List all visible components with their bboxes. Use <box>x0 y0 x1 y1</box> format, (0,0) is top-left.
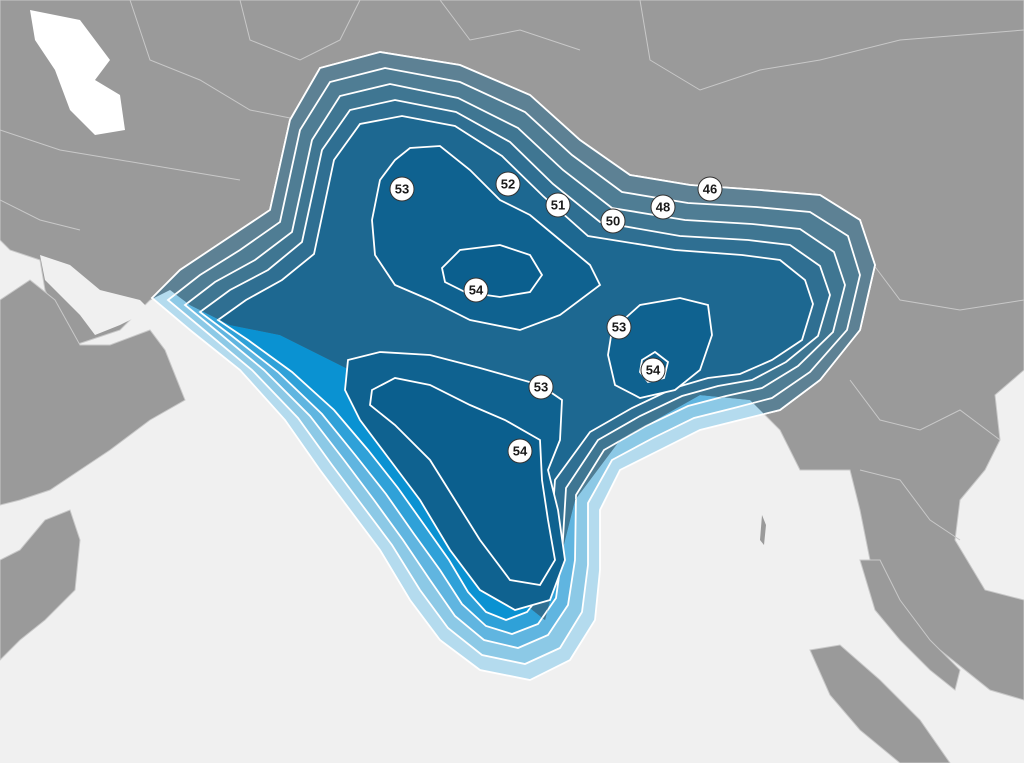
svg-text:54: 54 <box>646 363 661 378</box>
contour-label-50: 50 <box>600 208 626 234</box>
contour-label-51: 51 <box>545 192 571 218</box>
sumatra-island <box>809 644 951 763</box>
coverage-contours <box>150 51 876 681</box>
contour-label-53-north: 53 <box>389 176 415 202</box>
caspian-sea <box>30 10 125 135</box>
contour-54-south <box>369 377 556 586</box>
contour-label-53-east: 53 <box>606 314 632 340</box>
persian-gulf <box>40 255 150 335</box>
contour-label-54-south: 54 <box>507 438 533 464</box>
contour-label-54-north: 54 <box>463 277 489 303</box>
svg-text:52: 52 <box>501 177 515 192</box>
svg-text:51: 51 <box>551 198 565 213</box>
contour-label-54-east: 54 <box>640 357 666 383</box>
contour-53-north <box>371 145 602 331</box>
svg-text:50: 50 <box>606 214 620 229</box>
africa-horn-landmass <box>0 509 81 661</box>
svg-text:53: 53 <box>612 320 626 335</box>
contour-label-46: 46 <box>697 176 723 202</box>
malay-peninsula <box>859 559 961 691</box>
contour-label-48: 48 <box>650 194 676 220</box>
svg-text:54: 54 <box>469 283 484 298</box>
svg-text:46: 46 <box>703 182 717 197</box>
contour-53-east <box>607 297 713 399</box>
contour-label-53-central: 53 <box>528 374 554 400</box>
svg-text:53: 53 <box>395 182 409 197</box>
svg-text:48: 48 <box>656 200 670 215</box>
contour-label-52: 52 <box>495 171 521 197</box>
svg-text:54: 54 <box>513 444 528 459</box>
contour-label-layer: 46 48 50 51 52 53 54 53 <box>389 171 723 464</box>
arabia-landmass <box>0 279 186 506</box>
andaman-islands <box>760 515 766 545</box>
svg-text:53: 53 <box>534 380 548 395</box>
